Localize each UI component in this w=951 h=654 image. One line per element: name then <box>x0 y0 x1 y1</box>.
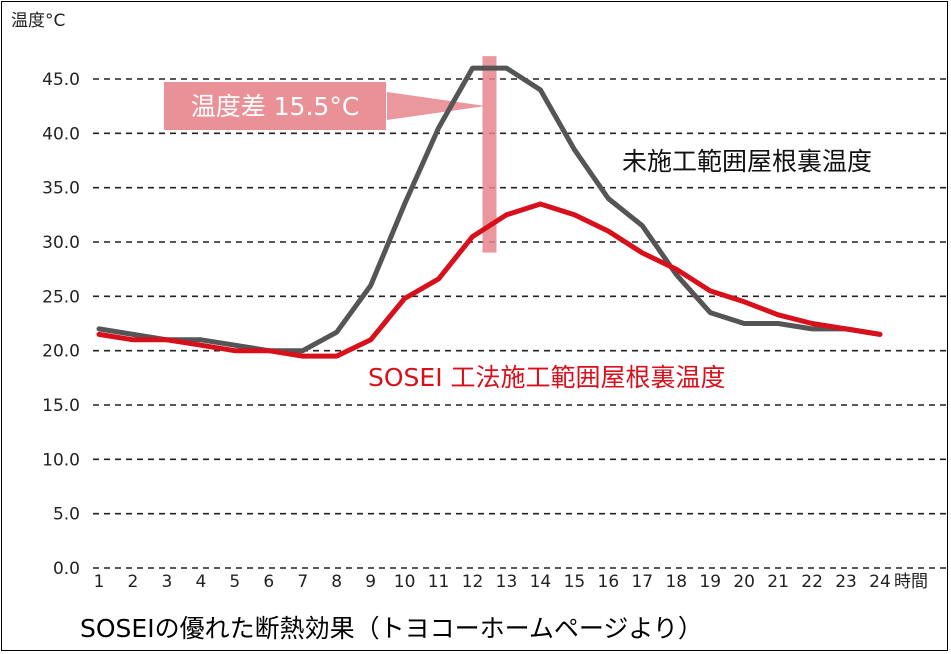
x-tick-label: 19 <box>699 572 721 592</box>
y-axis-label: 温度°C <box>11 11 65 31</box>
x-tick-label: 17 <box>631 572 653 592</box>
callout-box <box>164 82 386 130</box>
x-tick-label: 11 <box>428 572 450 592</box>
x-axis-unit: 時間 <box>894 572 928 592</box>
x-tick-label: 15 <box>564 572 586 592</box>
y-tick-label: 5.0 <box>53 505 80 525</box>
y-tick-label: 15.0 <box>42 396 80 416</box>
x-tick-label: 22 <box>801 572 823 592</box>
y-tick-label: 35.0 <box>42 179 80 199</box>
x-tick-label: 16 <box>598 572 620 592</box>
x-tick-label: 8 <box>331 572 342 592</box>
x-tick-label: 7 <box>297 572 308 592</box>
y-tick-label: 10.0 <box>42 450 80 470</box>
x-tick-label: 3 <box>161 572 172 592</box>
x-tick-label: 13 <box>496 572 518 592</box>
x-tick-label: 5 <box>229 572 240 592</box>
x-tick-label: 20 <box>733 572 755 592</box>
series-label-sosei: SOSEI 工法施工範囲屋根裏温度 <box>368 363 726 392</box>
difference-bar <box>482 56 497 253</box>
y-tick-label: 0.0 <box>53 559 80 579</box>
x-tick-label: 2 <box>128 572 139 592</box>
y-tick-label: 40.0 <box>42 124 80 144</box>
y-tick-labels: 0.0 5.0 10.0 15.0 20.0 25.0 30.0 35.0 40.0 45.0 <box>42 70 80 579</box>
y-tick-label: 30.0 <box>42 233 80 253</box>
callout-pointer <box>387 92 486 120</box>
difference-label: 温度差 15.5°C <box>191 92 360 121</box>
x-tick-label: 10 <box>394 572 416 592</box>
series-lines <box>96 65 883 359</box>
x-tick-label: 6 <box>263 572 274 592</box>
chart-caption: SOSEIの優れた断熱効果（トヨコーホームページより） <box>80 614 703 643</box>
series-line-uncoated <box>96 65 883 354</box>
x-tick-label: 21 <box>767 572 789 592</box>
difference-annotation: 温度差 15.5°C <box>164 56 497 253</box>
x-tick-label: 12 <box>462 572 484 592</box>
x-tick-label: 24 <box>869 572 891 592</box>
series-label-uncoated: 未施工範囲屋根裏温度 <box>622 147 872 176</box>
x-tick-label: 4 <box>195 572 206 592</box>
x-tick-label: 18 <box>665 572 687 592</box>
y-tick-label: 20.0 <box>42 342 80 362</box>
x-tick-labels: 1 2 3 4 5 6 7 8 9 10 11 12 13 14 15 16 17 18 19 20 21 22 23 24 <box>94 572 891 592</box>
x-tick-label: 9 <box>365 572 376 592</box>
y-tick-label: 45.0 <box>42 70 80 90</box>
x-tick-label: 14 <box>530 572 552 592</box>
x-tick-label: 1 <box>94 572 105 592</box>
x-tick-label: 23 <box>835 572 857 592</box>
series-line-sosei <box>96 201 883 359</box>
y-tick-label: 25.0 <box>42 287 80 307</box>
